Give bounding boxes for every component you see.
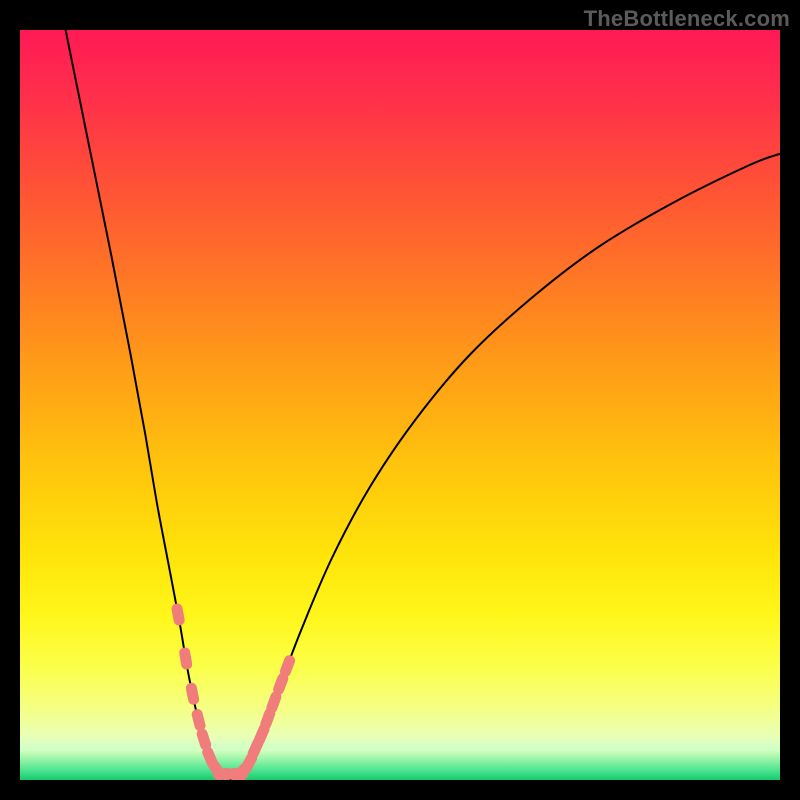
data-marker [236, 768, 248, 780]
data-marker [178, 647, 193, 671]
data-marker [171, 603, 186, 627]
curve-layer [20, 30, 780, 780]
curve-right [237, 154, 780, 777]
curve-left [66, 30, 226, 777]
data-marker [185, 682, 200, 706]
data-marker [278, 654, 296, 678]
plot-area [20, 30, 780, 780]
watermark-text: TheBottleneck.com [584, 6, 790, 32]
chart-frame: TheBottleneck.com [0, 0, 800, 800]
data-marker [191, 708, 207, 732]
